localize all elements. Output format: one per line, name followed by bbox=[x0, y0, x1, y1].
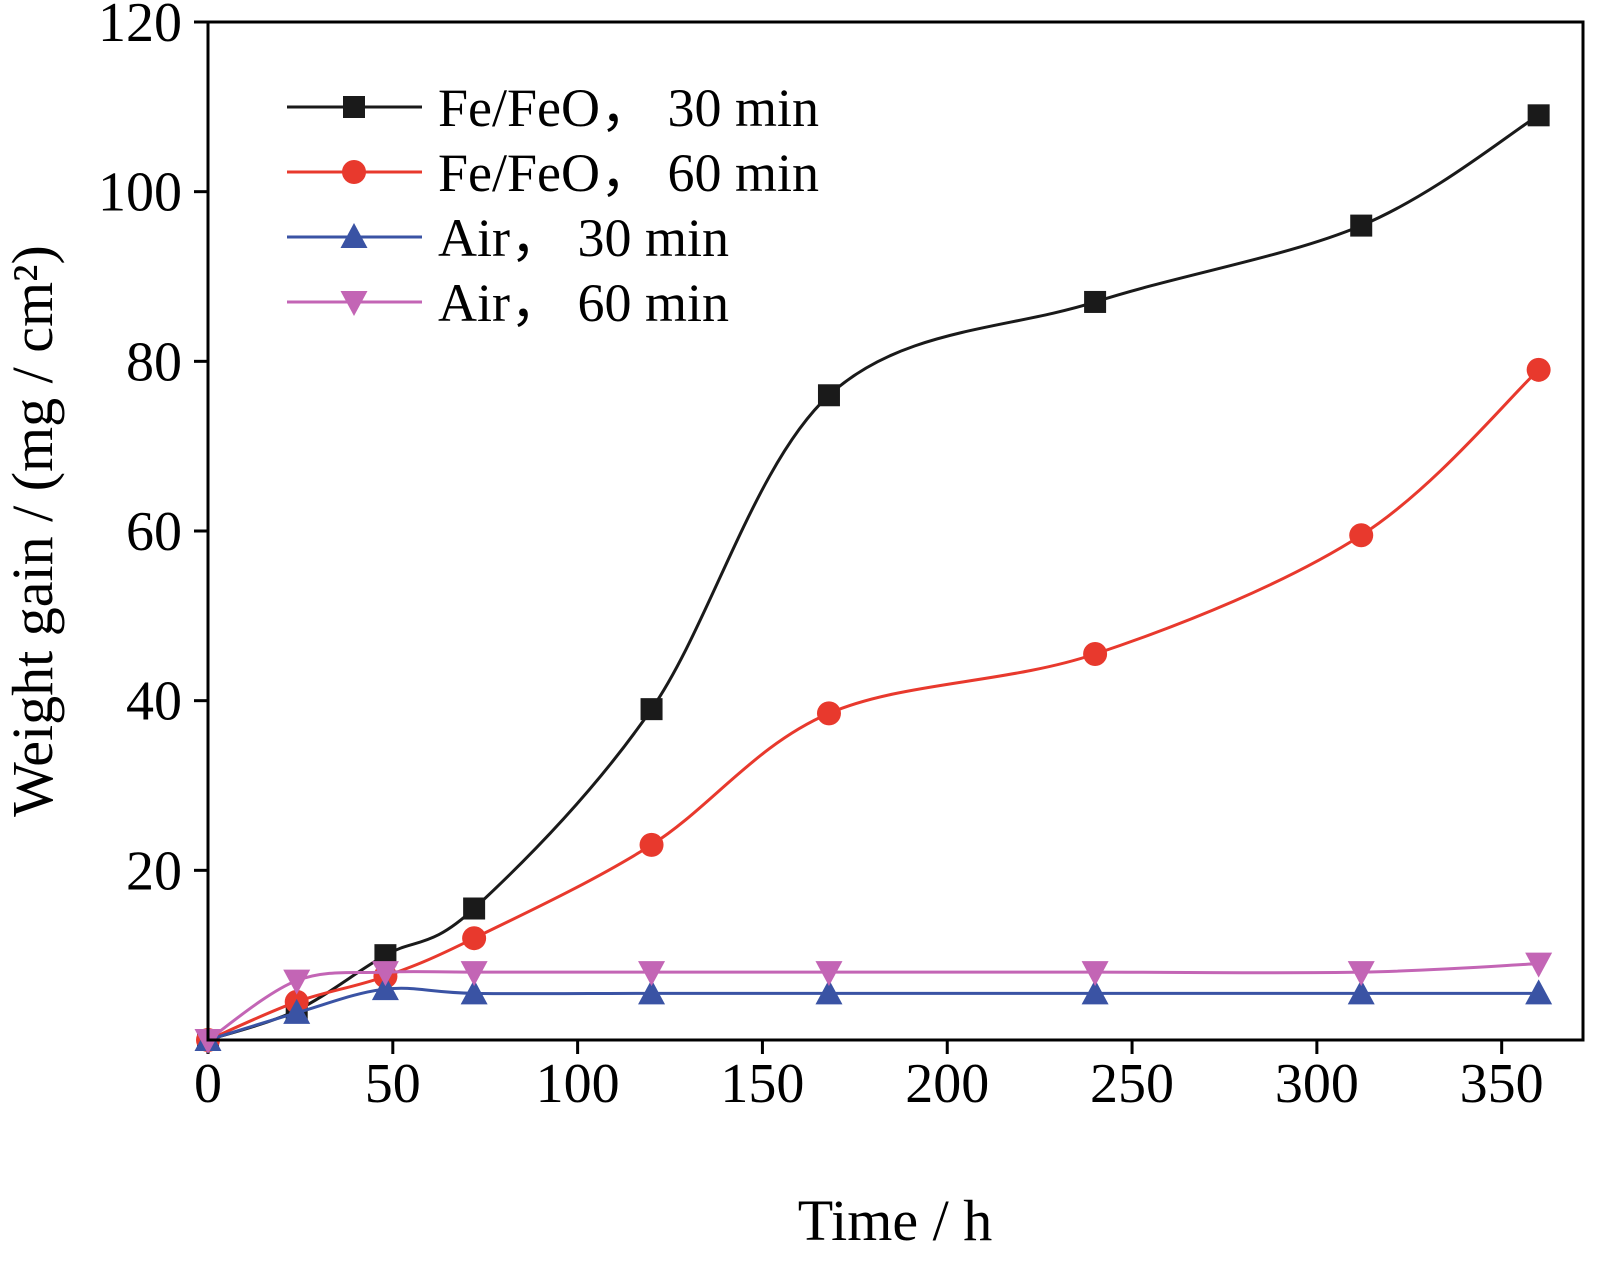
y-tick-label: 120 bbox=[98, 0, 182, 54]
triangle-down-marker-icon bbox=[1081, 961, 1109, 987]
legend-entry-0: Fe/FeO， 30 min bbox=[287, 78, 819, 138]
plot-frame bbox=[206, 20, 1585, 1042]
circle-marker-icon bbox=[639, 832, 664, 857]
square-marker-icon bbox=[343, 96, 365, 118]
triangle-up-marker-icon bbox=[460, 979, 488, 1005]
square-marker-icon bbox=[1527, 104, 1550, 127]
triangle-down-marker-icon bbox=[1525, 952, 1553, 978]
chart-layers: 0 50 100 150 200 250 300 350 20 40 60 80 100 120 Fe/Fe… bbox=[98, 0, 1585, 1115]
legend-label: Air， 60 min bbox=[438, 273, 729, 333]
triangle-up-marker-icon bbox=[283, 998, 311, 1024]
legend-entry-2: Air， 30 min bbox=[287, 208, 729, 268]
x-tick-label: 200 bbox=[905, 1053, 989, 1115]
series-3 bbox=[194, 952, 1553, 1054]
legend-label: Air， 30 min bbox=[438, 208, 729, 268]
circle-marker-icon bbox=[1526, 357, 1551, 382]
square-marker-icon bbox=[817, 384, 840, 407]
triangle-down-marker-icon bbox=[371, 961, 399, 987]
x-tick-label: 100 bbox=[536, 1053, 620, 1115]
triangle-up-marker-icon bbox=[1525, 979, 1553, 1005]
square-marker-icon bbox=[1350, 214, 1373, 237]
y-tick-label: 60 bbox=[126, 501, 182, 563]
x-tick-label: 50 bbox=[365, 1053, 421, 1115]
legend-label: Fe/FeO， 60 min bbox=[438, 143, 819, 203]
triangle-up-marker-icon bbox=[1081, 979, 1109, 1005]
x-axis-ticks: 0 50 100 150 200 250 300 350 bbox=[194, 1040, 1544, 1115]
square-marker-icon bbox=[640, 698, 663, 721]
legend-label: Fe/FeO， 30 min bbox=[438, 78, 819, 138]
triangle-up-marker-icon bbox=[1347, 979, 1375, 1005]
square-marker-icon bbox=[374, 944, 397, 967]
series-line bbox=[207, 114, 1540, 1042]
circle-marker-icon bbox=[1083, 642, 1108, 667]
circle-marker-icon bbox=[1349, 523, 1374, 548]
y-tick-label: 100 bbox=[98, 162, 182, 224]
series-2 bbox=[194, 975, 1553, 1051]
series-line bbox=[207, 986, 1539, 1042]
triangle-down-marker-icon bbox=[340, 291, 368, 316]
legend-entry-1: Fe/FeO， 60 min bbox=[287, 143, 819, 203]
y-axis-ticks: 20 40 60 80 100 120 bbox=[98, 0, 208, 902]
x-axis-title: Time / h bbox=[798, 1188, 992, 1253]
triangle-down-marker-icon bbox=[460, 961, 488, 987]
triangle-down-marker-icon bbox=[1347, 961, 1375, 987]
triangle-up-marker-icon bbox=[638, 979, 666, 1005]
series-line bbox=[207, 368, 1540, 1042]
triangle-down-marker-icon bbox=[638, 961, 666, 987]
y-tick-label: 20 bbox=[126, 840, 182, 902]
x-tick-label: 250 bbox=[1090, 1053, 1174, 1115]
x-tick-label: 0 bbox=[194, 1053, 222, 1115]
y-axis-title: Weight gain / (mg / cm²) bbox=[0, 245, 65, 817]
square-marker-icon bbox=[463, 897, 486, 920]
x-tick-label: 300 bbox=[1275, 1053, 1359, 1115]
series-0 bbox=[197, 104, 1550, 1051]
x-tick-label: 350 bbox=[1460, 1053, 1544, 1115]
series-line bbox=[207, 962, 1539, 1042]
triangle-up-marker-icon bbox=[815, 979, 843, 1005]
triangle-down-marker-icon bbox=[283, 969, 311, 995]
triangle-down-marker-icon bbox=[815, 961, 843, 987]
triangle-up-marker-icon bbox=[340, 223, 368, 248]
circle-marker-icon bbox=[342, 160, 366, 184]
y-tick-label: 40 bbox=[126, 671, 182, 733]
square-marker-icon bbox=[1084, 290, 1107, 313]
y-tick-label: 80 bbox=[126, 331, 182, 393]
circle-marker-icon bbox=[816, 701, 841, 726]
x-tick-label: 150 bbox=[720, 1053, 804, 1115]
triangle-up-marker-icon bbox=[371, 975, 399, 1001]
legend-entry-3: Air， 60 min bbox=[287, 273, 729, 333]
circle-marker-icon bbox=[462, 926, 487, 951]
